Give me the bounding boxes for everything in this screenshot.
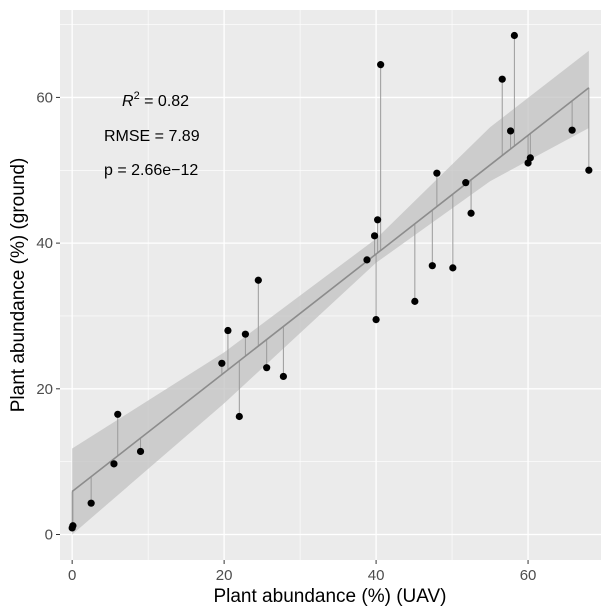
data-point [433,169,441,177]
data-point [526,154,534,162]
y-tick-label: 0 [45,527,53,544]
data-point [467,209,475,217]
x-tick-label: 40 [368,567,385,584]
y-tick-labels: 0 20 40 60 [36,89,53,543]
data-point [87,499,95,507]
data-point [69,522,77,530]
data-point [510,31,518,40]
r-squared-value: = 0.82 [140,93,189,110]
data-point [506,127,515,135]
x-tick-label: 60 [520,567,537,584]
data-point [568,126,576,134]
r-squared-annotation: R2 = 0.82 [122,90,189,110]
data-point [372,316,380,324]
x-tick-label: 20 [216,567,233,584]
data-point [136,447,145,456]
y-axis-title: Plant abundance (%) (ground) [8,158,29,413]
data-point [585,166,593,174]
regression-line [71,87,590,493]
rmse-annotation: RMSE = 7.89 [104,128,200,145]
data-point [235,412,243,421]
r-squared-symbol: R [122,93,134,110]
data-point [449,264,457,272]
x-axis-title: Plant abundance (%) (UAV) [213,586,446,607]
data-point [254,276,262,284]
axis-ticks [56,96,529,564]
data-points [68,31,593,532]
y-tick-label: 20 [36,381,53,398]
data-point [218,359,226,367]
data-point [462,179,470,187]
data-point [363,256,371,264]
data-point [114,410,122,418]
data-point [498,75,506,83]
data-point [377,61,385,69]
x-tick-labels: 0 20 40 60 [68,567,536,584]
y-tick-label: 40 [36,235,53,252]
data-point [263,364,271,372]
data-point [411,297,419,305]
data-point [110,460,118,468]
data-point [224,326,232,335]
data-point [241,330,249,338]
data-point [370,232,379,240]
confidence-band [72,50,589,535]
data-point [374,216,382,224]
y-tick-label: 60 [36,89,53,106]
data-point [279,372,287,381]
r-squared-exponent: 2 [134,90,140,102]
x-tick-label: 0 [68,567,76,584]
p-value-annotation: p = 2.66e−12 [104,162,198,179]
data-point [428,262,436,270]
